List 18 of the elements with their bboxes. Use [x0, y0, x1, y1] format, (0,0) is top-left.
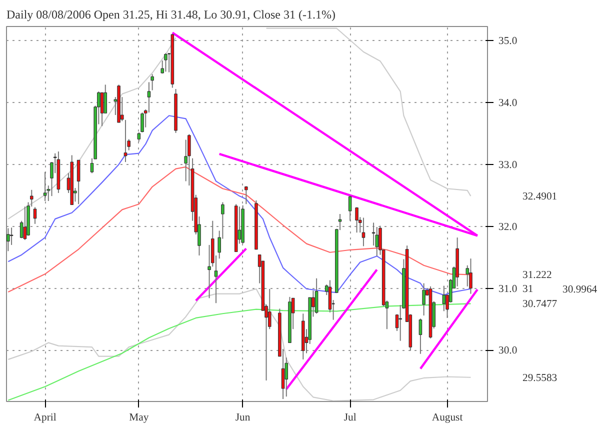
x-tick-label: August	[432, 412, 463, 424]
text: 31	[522, 284, 534, 295]
y-tick-label: 32.0	[498, 222, 518, 233]
text: 29.5583	[522, 372, 558, 384]
text: 32.4901	[522, 192, 558, 203]
y-tick-label: 30.0	[498, 346, 518, 357]
y-tick-label: 35.0	[498, 36, 518, 48]
x-tick-label: Jul	[344, 412, 356, 424]
text: 31.222	[522, 270, 552, 282]
y-tick-label: 31.0	[498, 284, 518, 295]
text: 30.9964	[562, 284, 598, 296]
y-tick-label: 33.0	[498, 160, 518, 171]
y-tick-label: 34.0	[498, 98, 518, 110]
chart-title: Daily 08/08/2006 Open 31.25, Hi 31.48, Lo 30.91, Close 31 (-1.1%)	[6, 8, 336, 22]
x-tick-label: May	[129, 412, 150, 424]
text: 30.7477	[522, 299, 558, 310]
x-tick-label: April	[34, 412, 56, 424]
x-tick-label: Jun	[235, 412, 251, 424]
